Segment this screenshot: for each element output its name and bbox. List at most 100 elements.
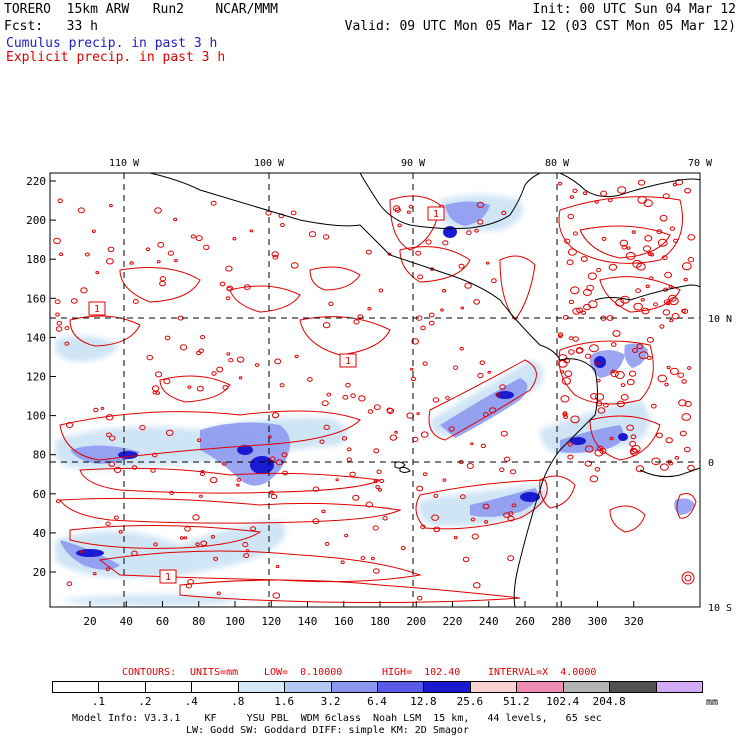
precip-speckle	[609, 436, 614, 441]
precip-speckle	[394, 207, 401, 213]
precip-speckle	[479, 360, 485, 366]
precip-speckle	[157, 241, 165, 248]
precip-speckle	[254, 363, 260, 367]
precip-speckle	[174, 259, 178, 263]
colorbar-label: 6.4	[367, 695, 387, 708]
precip-speckle	[428, 320, 435, 326]
precip-speckle	[597, 407, 606, 414]
precip-speckle	[659, 463, 669, 471]
precip-speckle	[656, 432, 663, 439]
precip-speckle	[346, 447, 352, 452]
precip-speckle	[322, 322, 331, 329]
colorbar-unit: mm	[706, 697, 719, 708]
colorbar-swatch	[52, 681, 100, 693]
precip-speckle	[678, 399, 687, 407]
contour-label: 1	[165, 572, 171, 583]
precip-speckle	[470, 442, 474, 446]
precip-speckle	[594, 449, 604, 457]
precip-speckle	[661, 255, 668, 261]
precip-speckle	[594, 467, 601, 472]
precip-speckle	[249, 229, 254, 233]
precip-speckle	[155, 391, 161, 395]
precip-speckle	[563, 414, 569, 419]
precip-speckle	[406, 412, 415, 419]
precip-speckle	[616, 400, 625, 408]
precip-speckle	[80, 550, 84, 554]
legend-explicit: Explicit precip. in past 3 h	[6, 50, 226, 65]
precip-speckle	[243, 553, 250, 559]
precip-speckle	[570, 415, 580, 424]
colorbar-label: 12.8	[410, 695, 437, 708]
colorbar-swatch	[144, 681, 193, 693]
precip-speckle	[386, 408, 395, 414]
precip-speckle	[269, 456, 276, 462]
lat-lon-grid	[50, 173, 700, 607]
precip-speckle	[453, 365, 459, 370]
precip-speckle	[232, 237, 237, 241]
precip-speckle	[192, 514, 200, 521]
precip-speckle	[80, 287, 88, 294]
precip-speckle	[219, 281, 226, 287]
precip-speckle	[572, 336, 579, 342]
map-content	[50, 173, 700, 607]
lat-label: 0	[708, 458, 714, 469]
precip-speckle	[53, 237, 61, 245]
precip-speckle	[650, 403, 657, 409]
colorbar-swatch	[516, 681, 564, 693]
x-axis-label: 80	[192, 615, 205, 628]
precip-speckle	[372, 525, 379, 531]
precip-speckle	[562, 412, 568, 417]
precip-speckle	[379, 478, 385, 484]
y-axis-label: 120	[26, 371, 46, 384]
precip-speckle	[187, 385, 192, 389]
precip-speckle	[594, 361, 599, 365]
precip-speckle	[687, 234, 696, 241]
precip-speckle	[195, 235, 203, 242]
precip-speckle	[85, 252, 90, 257]
precip-speckle	[668, 284, 673, 289]
precip-speckle	[433, 493, 439, 498]
precip-speckle	[626, 424, 634, 431]
precip-speckle	[382, 516, 388, 521]
header-init-time: Init: 00 UTC Sun 04 Mar 12	[532, 2, 737, 17]
precip-speckle	[501, 210, 507, 216]
precip-speckle	[210, 200, 217, 206]
precip-speckle	[378, 488, 383, 492]
precip-speckle	[55, 499, 61, 504]
precip-speckle	[410, 367, 414, 371]
precip-speckle	[183, 536, 188, 540]
precip-speckle	[420, 325, 426, 331]
precip-speckle	[558, 359, 568, 368]
precip-speckle	[681, 262, 692, 271]
precip-speckle	[341, 436, 348, 441]
precip-speckle	[662, 193, 670, 200]
precip-speckle	[621, 244, 627, 250]
precip-speckle	[367, 307, 372, 311]
precip-speckle	[357, 314, 364, 320]
precip-speckle	[196, 385, 204, 392]
precip-speckle	[118, 530, 123, 534]
precip-speckle	[146, 354, 154, 361]
precip-speckle	[131, 465, 138, 470]
precip-speckle	[575, 347, 583, 354]
precip-speckle	[358, 395, 366, 402]
precip-speckle	[236, 356, 245, 363]
precip-speckle	[156, 260, 161, 264]
precip-speckle	[653, 302, 658, 307]
precip-speckle	[93, 407, 99, 413]
precip-speckle	[637, 179, 646, 186]
precip-speckle	[66, 422, 74, 428]
lon-label: 80 W	[545, 158, 570, 169]
precip-speckle	[561, 377, 571, 385]
precip-speckle	[601, 236, 607, 241]
y-axis-label: 20	[33, 566, 46, 579]
precip-speckle	[458, 263, 465, 269]
precip-speckle	[625, 251, 636, 260]
precip-speckle	[619, 239, 628, 247]
precip-speckle	[159, 276, 167, 282]
precip-speckle	[226, 352, 231, 356]
lon-label: 70 W	[688, 158, 713, 169]
precip-speckle	[107, 246, 115, 253]
precip-speckle	[129, 261, 134, 265]
